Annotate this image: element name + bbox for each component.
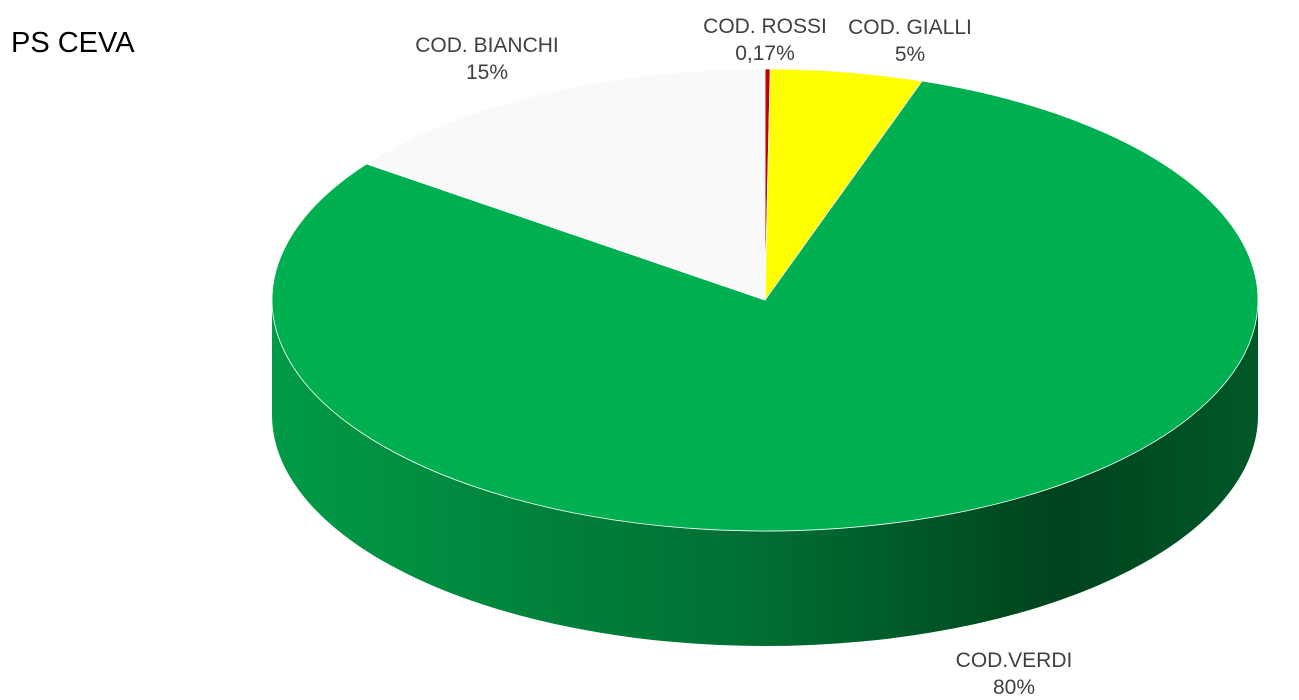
- slice-value-label: 0,17%: [735, 42, 795, 65]
- slice: [365, 68, 766, 301]
- slice-label: COD. GIALLI: [848, 16, 972, 39]
- chart-title: PS CEVA: [11, 27, 135, 59]
- slice-label: COD. BIANCHI: [415, 34, 559, 57]
- slice-value-label: 15%: [466, 61, 508, 84]
- slice-label: COD. ROSSI: [703, 15, 827, 38]
- slice-label: COD.VERDI: [956, 649, 1073, 672]
- slice: [764, 68, 923, 302]
- slice-value-label: 80%: [993, 676, 1035, 699]
- slice-side-shade: [272, 300, 1258, 646]
- slice-value-label: 5%: [895, 43, 925, 66]
- slice: [271, 80, 1259, 532]
